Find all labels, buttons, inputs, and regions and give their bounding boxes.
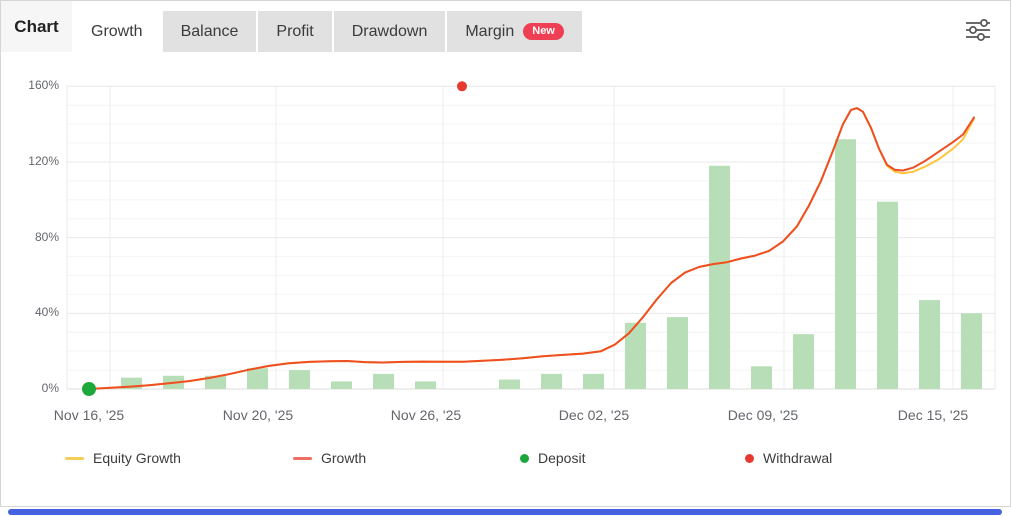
- deposit-marker[interactable]: [82, 382, 96, 396]
- growth-line-swatch-icon: [293, 456, 312, 460]
- withdrawal-dot-icon: [745, 453, 754, 463]
- tab-growth-label: Growth: [91, 22, 143, 40]
- deposit-bar[interactable]: [625, 322, 646, 389]
- deposit-bar[interactable]: [919, 300, 940, 389]
- legend-item-equity-growth[interactable]: Equity Growth: [65, 449, 181, 467]
- legend-item-deposit[interactable]: Deposit: [520, 449, 585, 467]
- margin-new-badge: New: [523, 23, 564, 40]
- y-axis-label: 80%: [34, 230, 59, 244]
- deposit-bar[interactable]: [835, 139, 856, 389]
- x-axis-label: Nov 16, '25: [53, 407, 125, 423]
- settings-button[interactable]: [962, 15, 994, 45]
- x-axis-label: Nov 20, '25: [222, 407, 294, 423]
- horizontal-scrollbar[interactable]: [8, 509, 1002, 515]
- tab-profit[interactable]: Profit: [258, 11, 332, 52]
- deposit-bar[interactable]: [499, 379, 520, 389]
- legend-label: Withdrawal: [763, 450, 833, 466]
- growth-chart[interactable]: [1, 1, 1010, 441]
- x-axis-label: Dec 15, '25: [897, 407, 969, 423]
- legend-label: Equity Growth: [93, 450, 181, 466]
- tab-bar: Chart Growth Balance Profit Drawdown Mar…: [1, 1, 1010, 53]
- y-axis-label: 120%: [28, 154, 59, 168]
- tab-balance-label: Balance: [180, 22, 239, 40]
- tab-growth[interactable]: Growth: [73, 11, 161, 52]
- deposit-bar[interactable]: [583, 373, 604, 389]
- deposit-bar[interactable]: [667, 317, 688, 389]
- deposit-bar[interactable]: [961, 313, 982, 389]
- legend-item-growth[interactable]: Growth: [293, 449, 366, 467]
- tab-margin[interactable]: Margin New: [447, 11, 582, 52]
- section-label-chart: Chart: [1, 1, 72, 52]
- deposit-bar[interactable]: [373, 373, 394, 389]
- y-axis-label: 0%: [41, 381, 59, 395]
- legend-label: Growth: [321, 450, 367, 466]
- y-axis-label: 160%: [28, 78, 59, 92]
- tabs: Growth Balance Profit Drawdown Margin Ne…: [73, 11, 584, 52]
- deposit-bar[interactable]: [541, 373, 562, 389]
- deposit-bar[interactable]: [121, 377, 142, 389]
- sliders-icon: [966, 19, 990, 41]
- tab-drawdown-label: Drawdown: [351, 22, 428, 40]
- deposit-bar[interactable]: [205, 375, 226, 389]
- deposit-bar[interactable]: [709, 165, 730, 389]
- tab-profit-label: Profit: [276, 22, 314, 40]
- y-axis-label: 40%: [34, 305, 59, 319]
- x-axis-label: Nov 26, '25: [390, 407, 462, 423]
- deposit-bar[interactable]: [331, 381, 352, 389]
- legend-item-withdrawal[interactable]: Withdrawal: [745, 449, 832, 467]
- equity-growth-line-swatch-icon: [65, 456, 84, 460]
- deposit-bar[interactable]: [751, 366, 772, 389]
- deposit-bar[interactable]: [793, 334, 814, 389]
- deposit-bar[interactable]: [415, 381, 436, 389]
- x-axis-label: Dec 02, '25: [558, 407, 630, 423]
- deposit-bar[interactable]: [289, 370, 310, 389]
- x-axis-label: Dec 09, '25: [727, 407, 799, 423]
- tab-margin-label: Margin: [465, 22, 515, 40]
- growth-line[interactable]: [88, 107, 975, 390]
- legend-label: Deposit: [538, 450, 586, 466]
- deposit-bar[interactable]: [877, 201, 898, 389]
- deposit-dot-icon: [520, 453, 529, 463]
- tab-drawdown[interactable]: Drawdown: [333, 11, 446, 52]
- withdrawal-marker[interactable]: [457, 81, 467, 92]
- deposit-bar[interactable]: [247, 368, 268, 389]
- tab-balance[interactable]: Balance: [162, 11, 257, 52]
